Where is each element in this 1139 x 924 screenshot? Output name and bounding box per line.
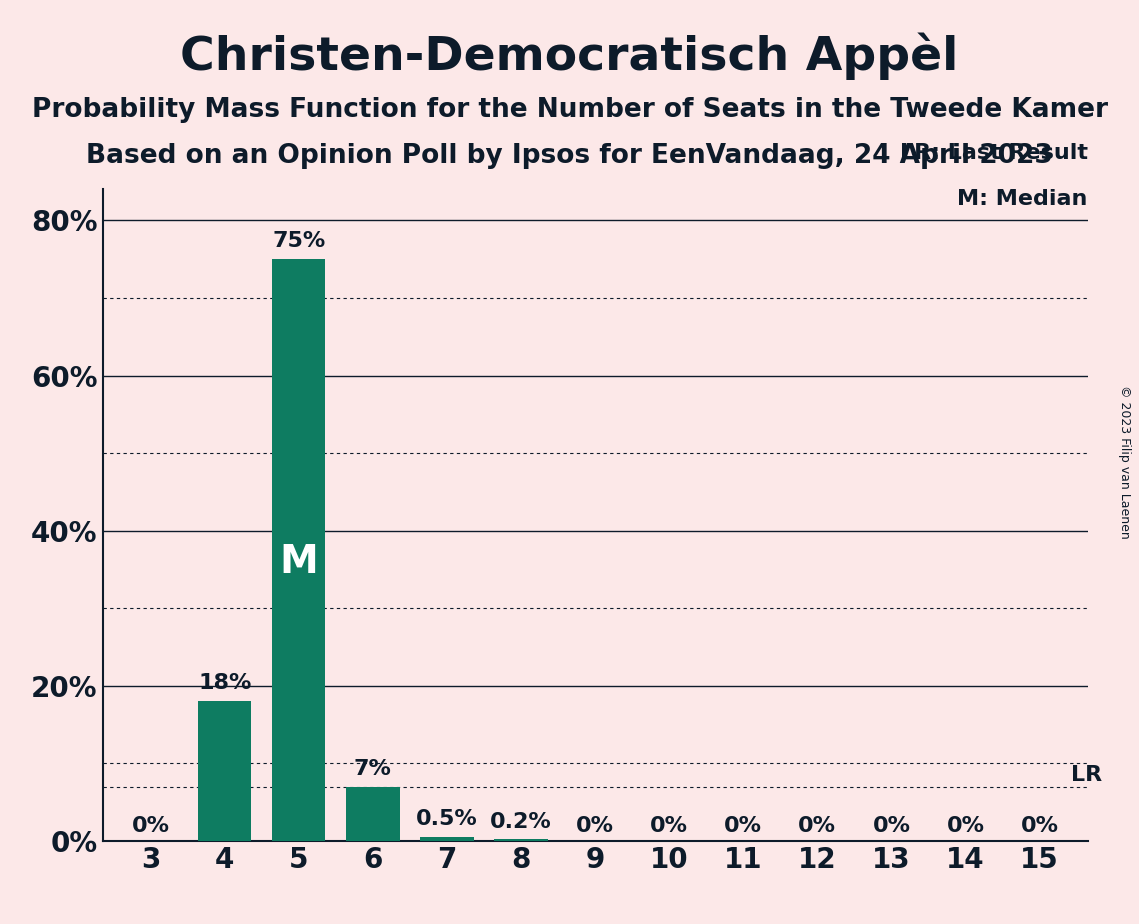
Text: Christen-Democratisch Appèl: Christen-Democratisch Appèl: [180, 32, 959, 79]
Bar: [198, 701, 252, 841]
Text: 0.2%: 0.2%: [490, 811, 552, 832]
Text: © 2023 Filip van Laenen: © 2023 Filip van Laenen: [1118, 385, 1131, 539]
Text: 0%: 0%: [1021, 816, 1058, 836]
Text: LR: Last Result: LR: Last Result: [900, 143, 1088, 164]
Text: M: M: [279, 542, 318, 580]
Bar: [420, 837, 474, 841]
Text: 0%: 0%: [650, 816, 688, 836]
Text: 0.5%: 0.5%: [416, 809, 478, 829]
Bar: [272, 260, 326, 841]
Text: Probability Mass Function for the Number of Seats in the Tweede Kamer: Probability Mass Function for the Number…: [32, 97, 1107, 123]
Text: LR: LR: [1072, 765, 1103, 785]
Text: 0%: 0%: [872, 816, 910, 836]
Bar: [494, 839, 548, 841]
Text: M: Median: M: Median: [958, 189, 1088, 209]
Text: 0%: 0%: [132, 816, 170, 836]
Text: 0%: 0%: [947, 816, 984, 836]
Text: Based on an Opinion Poll by Ipsos for EenVandaag, 24 April 2023: Based on an Opinion Poll by Ipsos for Ee…: [87, 143, 1052, 169]
Text: 0%: 0%: [724, 816, 762, 836]
Bar: [346, 786, 400, 841]
Text: 18%: 18%: [198, 674, 252, 694]
Text: 7%: 7%: [354, 759, 392, 779]
Text: 0%: 0%: [798, 816, 836, 836]
Text: 75%: 75%: [272, 231, 326, 251]
Text: 0%: 0%: [576, 816, 614, 836]
